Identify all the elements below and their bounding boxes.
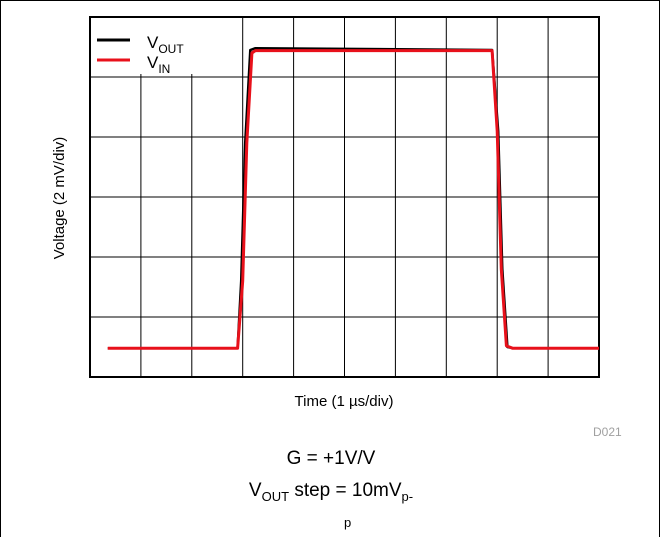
legend-label-vin: VIN (147, 53, 170, 76)
legend-label-vout: VOUT (147, 33, 184, 56)
chart-grid (90, 17, 599, 377)
series-line-v-in (107, 49, 599, 350)
caption-step: VOUT step = 10mVp- (248, 480, 414, 504)
caption-trailing: p (344, 515, 352, 530)
caption-gain: G = +1V/V (286, 448, 376, 469)
y-axis-label: Voltage (2 mV/div) (51, 137, 68, 260)
legend: VOUT VIN (91, 18, 195, 76)
series-line-v-out (107, 46, 599, 350)
series-layer (107, 46, 599, 350)
x-axis-label: Time (1 µs/div) (295, 393, 394, 410)
chart: VOUT VIN Voltage (2 mV/div) Time (1 µs/d… (51, 16, 600, 410)
legend-box (91, 18, 195, 74)
figure-id: D021 (593, 425, 622, 439)
plot-border (89, 16, 600, 378)
